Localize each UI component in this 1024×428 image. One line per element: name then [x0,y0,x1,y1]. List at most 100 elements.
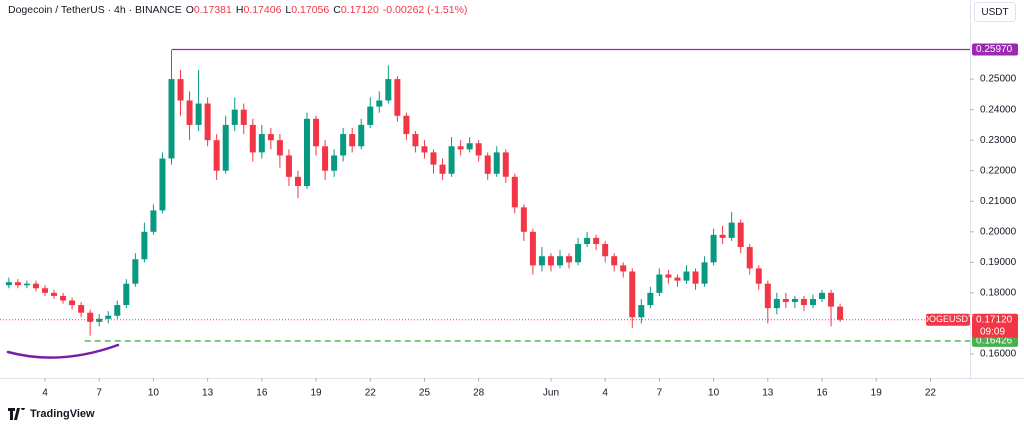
candle-body [602,243,609,257]
ohlc-item: L0.17056 [285,4,329,16]
candle-body [800,298,807,306]
price-badge [972,334,1018,347]
countdown: 09:09 [980,326,1005,337]
candle-body [439,164,446,174]
candle-body [87,312,94,322]
x-tick-label: 16 [816,388,828,399]
candle-body [385,79,392,101]
candle-body [294,176,301,186]
x-tick-label: 7 [96,388,102,399]
candle-body [132,259,139,284]
drawing-curve [6,343,120,359]
candle-body [692,271,699,284]
ohlc-value: 0.17120 [340,4,379,16]
candle-body [195,103,202,125]
candle-body [755,268,762,284]
candle-body [638,305,645,318]
candle-body [340,134,347,156]
x-tick-label: 22 [365,388,377,399]
symbol-badge [926,313,970,326]
candle-body [430,152,437,165]
brand: TradingView [8,408,95,420]
candle-body [809,298,816,306]
candle-body [475,143,482,156]
x-tick-label: 19 [871,388,883,399]
candle-body [186,100,193,125]
candle-body [249,124,256,153]
candle-body [819,292,826,299]
currency-button[interactable]: USDT [974,2,1016,22]
y-tick-label: 0.21000 [980,196,1017,207]
candle-body [412,134,419,147]
candle-body [547,256,554,266]
x-tick-label: 10 [148,388,160,399]
candle-body [69,300,76,306]
candle-body [593,237,600,244]
candle-body [647,292,654,306]
candle-body [159,158,166,211]
ohlc-item: O0.17381 [186,4,232,16]
price-badge-label: 0.17120 [976,314,1013,325]
candle-body [14,282,21,286]
candle-body [141,231,148,260]
candle-body [376,100,383,107]
candle-body [313,118,320,147]
candle-body [457,146,464,150]
price-badge [972,43,1018,56]
candle-body [177,79,184,101]
candle-body [584,237,591,244]
x-tick-label: 28 [473,388,485,399]
candle-body [5,282,12,286]
x-tick-label: Jun [543,388,559,399]
candle-body [258,134,265,153]
price-badge-label: 0.16426 [976,336,1013,347]
ohlc-name: O [185,4,194,16]
candle-body [556,256,563,266]
candle-body [502,152,509,177]
candle-body [520,207,527,232]
candle-body [322,146,329,171]
candle-body [114,305,121,316]
change: -0.00262 (-1.51%) [382,4,468,16]
candle-body [304,118,311,186]
y-tick-label: 0.16000 [980,349,1017,360]
candle-body [828,292,835,307]
candle-body [60,295,67,301]
candle-body [96,318,103,322]
x-tick-label: 13 [762,388,774,399]
candle-body [674,277,681,281]
y-tick-label: 0.25000 [980,74,1017,85]
candle-body [538,256,545,266]
x-tick-label: 10 [708,388,720,399]
candle-body [222,124,229,171]
candle-body [737,222,744,248]
candle-body [123,283,130,306]
price-badge-label: 0.25970 [976,44,1013,55]
candle-body [665,274,672,278]
candle-body [837,306,844,320]
x-tick-label: 16 [256,388,268,399]
candle-body [791,298,798,303]
brand-name: TradingView [30,408,95,420]
brand-logo [8,408,25,420]
candle-body [168,79,175,159]
ohlc-item: H0.17406 [236,4,282,16]
candle-body [213,140,220,171]
candle-body [710,234,717,263]
candle-body [32,283,39,289]
x-tick-label: 22 [925,388,937,399]
y-tick-label: 0.20000 [980,226,1017,237]
candle-body [267,134,274,141]
candle-body [204,103,211,141]
candle-body [511,176,518,208]
candle-body [331,155,338,171]
x-tick-label: 4 [42,388,48,399]
candle-body [611,256,618,266]
candle-body [629,271,636,318]
candle-body [105,315,112,319]
candle-body [358,124,365,147]
candle-body [150,210,157,232]
x-tick-label: 13 [202,388,214,399]
candle-body [466,143,473,150]
